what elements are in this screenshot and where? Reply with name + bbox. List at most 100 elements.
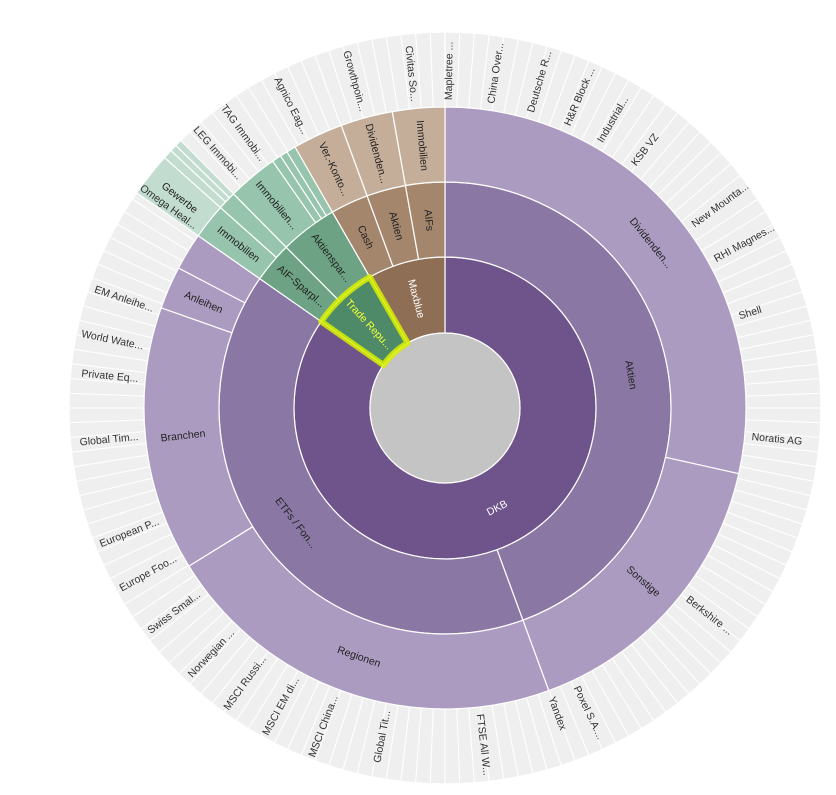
outer-ring-divider (734, 305, 808, 327)
outer-ring-divider (248, 87, 289, 152)
outer-ring-divider (235, 95, 279, 159)
outer-ring-divider (640, 121, 690, 180)
outer-ring-divider (300, 685, 331, 756)
outer-ring-divider (640, 636, 690, 695)
outer-ring-divider (718, 250, 787, 283)
outer-ring-divider (734, 489, 808, 511)
outer-ring-divider (70, 377, 145, 385)
outer-ring-divider (189, 131, 242, 188)
outer-ring-divider (456, 708, 461, 784)
outer-ring-divider (314, 690, 342, 761)
outer-ring-divider (479, 706, 490, 782)
outer-ring-divider (731, 291, 803, 316)
outer-ring-divider (745, 419, 821, 424)
outer-ring-divider (526, 697, 548, 771)
outer-ring-divider (743, 363, 819, 374)
outer-ring-divider (178, 620, 233, 675)
outer-ring-divider (342, 697, 364, 771)
outer-ring-divider (248, 664, 289, 729)
outer-ring-divider (200, 636, 250, 695)
outer-ring-divider (109, 544, 178, 580)
outer-ring-divider (103, 250, 172, 283)
outer-ring-divider (742, 454, 817, 468)
outer-ring-divider (92, 511, 163, 539)
outer-ring-divider (87, 500, 159, 525)
outer-ring-divider (591, 79, 630, 146)
outer-ring-divider (168, 611, 225, 664)
outer-ring-divider (116, 223, 183, 262)
outer-ring-divider (503, 39, 519, 113)
outer-ring-divider (82, 489, 156, 511)
outer-ring-divider (79, 477, 153, 497)
outer-ring-divider (570, 66, 603, 135)
outer-ring-divider (371, 39, 387, 113)
outer-ring-divider (548, 690, 576, 761)
segment-dividenden[interactable] (444, 106, 747, 475)
outer-ring-divider (745, 392, 821, 397)
selection-highlight (318, 274, 411, 369)
outer-ring-divider (109, 236, 178, 272)
outer-ring-divider (742, 348, 817, 362)
outer-ring-divider (132, 198, 196, 242)
outer-ring-divider (71, 363, 147, 374)
outer-ring-divider (688, 186, 750, 232)
outer-ring-divider (611, 657, 655, 721)
outer-ring-divider (707, 223, 774, 262)
outer-ring-divider (740, 466, 814, 482)
outer-ring-divider (287, 66, 320, 135)
outer-ring-divider (722, 522, 793, 553)
outer-ring-divider (701, 564, 766, 605)
outer-ring-divider (76, 466, 150, 482)
outer-ring-divider (514, 42, 534, 116)
segment-immobilien[interactable] (391, 106, 446, 187)
outer-ring-divider (70, 431, 145, 439)
outer-ring-divider (745, 431, 820, 439)
outer-ring-divider (701, 211, 766, 252)
outer-ring-divider (103, 533, 172, 566)
outer-ring-divider (491, 36, 505, 111)
outer-ring-divider (149, 593, 209, 642)
outer-ring-divider (673, 163, 732, 213)
outer-ring-divider (745, 377, 820, 385)
outer-ring-divider (707, 554, 774, 593)
outer-ring-divider (79, 319, 153, 339)
outer-ring-divider (124, 211, 189, 252)
outer-ring-divider (468, 33, 476, 108)
outer-ring-divider (82, 305, 156, 327)
outer-ring-divider (648, 628, 701, 685)
outer-ring-divider (223, 103, 269, 165)
outer-ring-divider (400, 706, 411, 782)
outer-ring-divider (694, 574, 758, 618)
outer-ring-divider (260, 79, 299, 146)
outer-ring-divider (718, 533, 787, 566)
segment-unlabeled-28[interactable] (174, 139, 235, 199)
outer-ring-divider (124, 564, 189, 605)
outer-ring-divider (429, 32, 434, 108)
outer-ring-divider (665, 611, 722, 664)
outer-ring-divider (400, 34, 411, 110)
outer-ring-divider (722, 263, 793, 294)
outer-ring-divider (559, 685, 590, 756)
outer-ring-divider (581, 675, 617, 744)
outer-ring-divider (657, 141, 712, 196)
selected-segment-outline (318, 274, 411, 369)
outer-ring-divider (211, 644, 260, 704)
outer-ring-divider (548, 55, 576, 126)
outer-ring-divider (385, 705, 399, 780)
outer-ring-divider (657, 620, 712, 675)
outer-ring-divider (385, 36, 399, 111)
outer-ring-divider (328, 50, 353, 122)
outer-ring-divider (537, 50, 562, 122)
outer-ring-divider (727, 277, 798, 305)
outer-ring-divider (356, 700, 376, 774)
outer-ring-divider (503, 703, 519, 777)
outer-ring-divider (73, 348, 148, 362)
outer-ring-divider (665, 152, 722, 205)
center-circle[interactable] (369, 332, 521, 484)
outer-ring-divider (71, 442, 147, 453)
outer-ring-divider (737, 319, 811, 339)
outer-ring-divider (211, 112, 260, 172)
outer-ring-divider (731, 500, 803, 525)
outer-ring-divider (601, 87, 642, 152)
